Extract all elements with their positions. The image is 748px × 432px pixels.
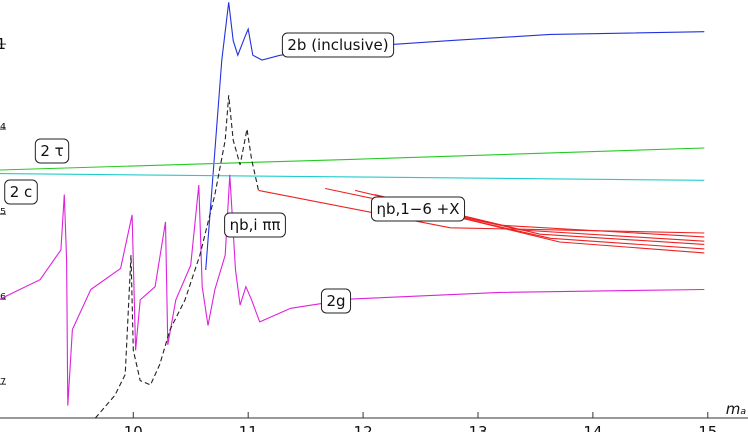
series-label: 2g: [320, 288, 352, 314]
series-label-text: 2g: [326, 292, 345, 310]
series-label-text: 2 τ: [40, 142, 63, 160]
label-box: [34, 138, 70, 164]
series-line: [205, 2, 705, 271]
series-label: 2 c: [4, 179, 38, 205]
series-line: [0, 174, 705, 406]
x-tick-label: 12: [354, 423, 373, 432]
x-tick-label: 13: [468, 423, 487, 432]
x-tick-label: 14: [583, 423, 602, 432]
series-label-text: ηb,i ππ: [230, 216, 281, 234]
label-box: [224, 212, 286, 238]
series-label-text: 2b (inclusive): [287, 36, 388, 54]
label-box: [281, 32, 395, 58]
series-label: 2 τ: [34, 138, 70, 164]
y-tick-label: 10⁻⁵: [0, 205, 6, 223]
series-line: [94, 95, 260, 419]
y-tick-label: 10⁻⁴: [0, 120, 6, 138]
y-tick-label: 10⁻⁶: [0, 290, 6, 308]
series-label-text: ηb,1−6 +X: [376, 200, 459, 218]
y-tick-label: 0.001: [0, 35, 6, 53]
series-label: ηb,1−6 +X: [370, 196, 466, 222]
y-tick-label: 10⁻⁷: [0, 375, 6, 393]
series-line: [0, 147, 705, 171]
series-label: ηb,i ππ: [224, 212, 286, 238]
label-box: [320, 288, 352, 314]
series-label-text: 2 c: [10, 183, 33, 201]
x-tick-label: 11: [239, 423, 258, 432]
label-box: [370, 196, 466, 222]
series-line: [258, 189, 705, 234]
series-label: 2b (inclusive): [281, 32, 395, 58]
x-axis-label: mₐ: [726, 400, 747, 418]
x-tick-label: 15: [698, 423, 717, 432]
label-box: [4, 179, 38, 205]
series-line: [0, 173, 705, 181]
x-tick-label: 10: [124, 423, 143, 432]
